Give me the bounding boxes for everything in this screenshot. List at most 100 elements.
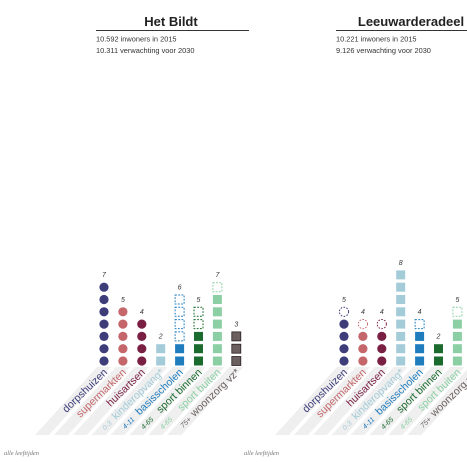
marker-supermarkten <box>358 344 368 354</box>
inhabitants-2030: 10.311 verwachting voor 2030 <box>96 46 194 55</box>
marker-kinderopvang <box>396 356 406 366</box>
count-huisartsen: 4 <box>380 309 384 316</box>
marker-sport_buiten <box>212 307 222 317</box>
marker-dorpshuizen <box>99 307 109 317</box>
marker-sport_binnen-planned <box>193 306 204 317</box>
marker-sport_buiten <box>452 344 462 354</box>
marker-sport_buiten <box>212 344 222 354</box>
count-dorpshuizen: 7 <box>102 272 107 279</box>
marker-dorpshuizen <box>99 331 109 341</box>
marker-dorpshuizen <box>99 319 109 329</box>
count-kinderopvang: 8 <box>399 260 403 267</box>
marker-supermarkten <box>118 331 128 341</box>
count-supermarkten: 5 <box>121 297 125 304</box>
marker-basisscholen <box>175 344 185 354</box>
inhabitants-2015: 10.221 inwoners in 2015 <box>336 35 417 44</box>
panel-het-bildt: Het Bildt 10.592 inwoners in 2015 10.311 v… <box>4 14 249 457</box>
count-basisscholen: 4 <box>418 309 422 316</box>
label-band-supermarkten <box>53 367 130 435</box>
label-band-woonzorg <box>407 369 467 435</box>
label-band-basisscholen <box>110 367 187 435</box>
marker-basisscholen-planned <box>174 319 185 330</box>
label-band-woonzorg <box>167 367 244 435</box>
footer-all-ages: alle leeftijden <box>244 450 279 457</box>
count-sport_binnen: 2 <box>436 334 441 341</box>
label-band-huisartsen <box>72 367 149 435</box>
marker-supermarkten <box>358 331 368 341</box>
marker-dorpshuizen <box>339 319 349 329</box>
marker-sport_binnen <box>194 356 203 366</box>
label-band-supermarkten <box>293 367 370 435</box>
panel-title: Het Bildt <box>144 14 198 29</box>
marker-basisscholen <box>415 331 425 341</box>
marker-supermarkten <box>118 356 128 366</box>
marker-dorpshuizen-planned <box>338 306 350 317</box>
count-kinderopvang: 2 <box>158 334 163 341</box>
marker-dorpshuizen <box>99 294 109 305</box>
marker-kinderopvang <box>396 270 406 280</box>
marker-kinderopvang <box>396 319 406 329</box>
marker-dorpshuizen <box>99 356 109 366</box>
marker-dorpshuizen <box>339 331 349 341</box>
label-band-sport_binnen <box>129 367 206 435</box>
marker-kinderopvang <box>156 356 166 366</box>
label-band-basisscholen <box>350 367 427 435</box>
count-dorpshuizen: 5 <box>342 297 346 304</box>
inhabitants-2030: 9.126 verwachting voor 2030 <box>336 46 431 55</box>
marker-dorpshuizen <box>99 344 109 354</box>
marker-woonzorg <box>231 356 242 366</box>
marker-dorpshuizen <box>339 356 349 366</box>
count-sport_buiten: 7 <box>215 272 220 279</box>
footer-all-ages: alle leeftijden <box>4 450 39 457</box>
marker-basisscholen-planned <box>174 294 185 305</box>
label-band-sport_buiten <box>148 367 225 435</box>
marker-sport_buiten <box>452 331 462 341</box>
marker-sport_binnen <box>434 356 443 366</box>
marker-sport_binnen-planned <box>193 319 204 330</box>
label-band-kinderopvang <box>91 367 168 435</box>
marker-basisscholen-planned <box>174 331 185 342</box>
marker-supermarkten <box>358 356 368 366</box>
marker-sport_buiten <box>212 319 222 329</box>
marker-sport_binnen <box>194 344 203 354</box>
marker-huisartsen <box>137 319 147 329</box>
marker-basisscholen <box>415 344 425 354</box>
label-band-dorpshuizen <box>275 367 351 435</box>
marker-dorpshuizen <box>99 282 109 292</box>
marker-sport_buiten <box>212 331 222 341</box>
marker-basisscholen-planned <box>414 319 425 330</box>
marker-basisscholen-planned <box>174 306 185 317</box>
marker-kinderopvang <box>156 344 166 354</box>
marker-supermarkten <box>118 344 128 354</box>
marker-supermarkten <box>118 319 128 329</box>
marker-huisartsen-planned <box>376 319 387 330</box>
count-woonzorg: 3 <box>234 321 238 328</box>
count-sport_buiten: 5 <box>455 297 459 304</box>
marker-sport_buiten <box>212 295 222 304</box>
marker-basisscholen <box>175 356 185 366</box>
label-band-huisartsen <box>312 367 389 435</box>
marker-sport_binnen <box>434 344 443 354</box>
label-band-dorpshuizen <box>35 367 111 435</box>
count-basisscholen: 6 <box>178 285 182 292</box>
count-sport_binnen: 5 <box>197 297 201 304</box>
inhabitants-2015: 10.592 inwoners in 2015 <box>96 35 177 44</box>
marker-woonzorg <box>231 343 242 354</box>
marker-sport_buiten <box>452 319 462 329</box>
label-band-kinderopvang <box>331 367 408 435</box>
marker-sport_buiten-planned <box>452 306 463 317</box>
marker-supermarkten-planned <box>357 319 368 330</box>
marker-huisartsen <box>137 344 147 354</box>
label-band-sport_binnen <box>369 367 446 435</box>
count-supermarkten: 4 <box>361 309 365 316</box>
marker-huisartsen <box>377 331 387 341</box>
marker-woonzorg <box>231 331 242 342</box>
marker-huisartsen <box>137 356 147 366</box>
marker-sport_buiten-planned <box>212 282 223 293</box>
label-band-sport_buiten <box>388 367 465 435</box>
count-huisartsen: 4 <box>140 309 144 316</box>
panel-title: Leeuwarderadeel <box>358 14 464 29</box>
marker-supermarkten <box>118 307 128 317</box>
